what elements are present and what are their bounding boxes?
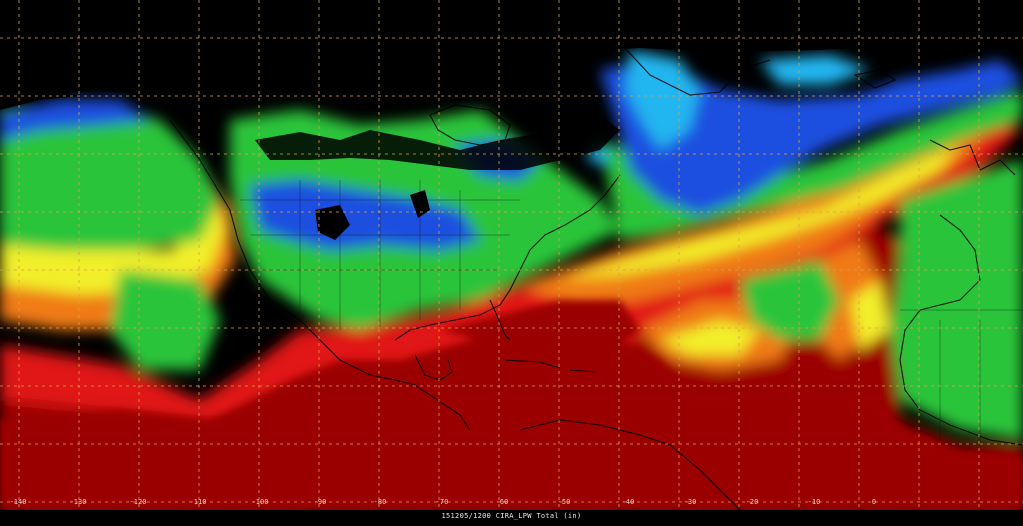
state-boundaries <box>240 180 1023 445</box>
longitude-label: -30 <box>683 498 697 506</box>
longitude-label: -70 <box>435 498 449 506</box>
longitude-label: -60 <box>495 498 509 506</box>
no-data-regions <box>0 0 1023 240</box>
graticule <box>0 0 1023 510</box>
longitude-label: -50 <box>557 498 571 506</box>
longitude-label: -120 <box>129 498 147 506</box>
map-caption: 151205/1200 CIRA_LPW Total (in) <box>441 512 582 520</box>
longitude-label: -80 <box>373 498 387 506</box>
longitude-label: -110 <box>189 498 207 506</box>
longitude-label: -100 <box>251 498 269 506</box>
coastlines <box>169 47 1023 510</box>
longitude-label: -10 <box>807 498 821 506</box>
longitude-label: -20 <box>745 498 759 506</box>
longitude-label: -40 <box>621 498 635 506</box>
longitude-label: -140 <box>9 498 27 506</box>
longitude-label: 0 <box>871 498 877 506</box>
tropical-moisture <box>0 300 1023 510</box>
longitude-label: -90 <box>313 498 327 506</box>
longitude-label: -130 <box>69 498 87 506</box>
